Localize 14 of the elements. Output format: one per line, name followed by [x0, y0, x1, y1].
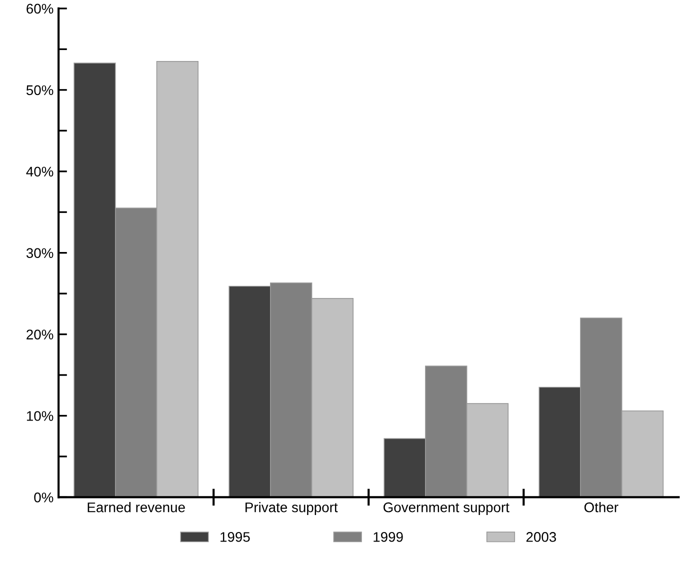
y-tick-label: 50%	[26, 85, 54, 96]
y-tick-label: 0%	[34, 492, 54, 502]
legend-label: 2003	[526, 532, 556, 542]
x-tick-label: Other	[584, 502, 618, 512]
y-tick-label: 30%	[26, 248, 54, 258]
x-tick-label: Earned revenue	[88, 502, 185, 512]
legend-label: 1999	[374, 532, 403, 542]
x-tick-label: Government support	[384, 502, 510, 516]
legend-label: 1995	[220, 532, 250, 542]
y-tick-label: 20%	[26, 330, 54, 340]
y-tick-label: 40%	[26, 166, 54, 177]
y-tick-label: 10%	[26, 411, 54, 421]
y-tick-label: 60%	[26, 4, 54, 14]
x-tick-label: Private support	[246, 502, 338, 516]
